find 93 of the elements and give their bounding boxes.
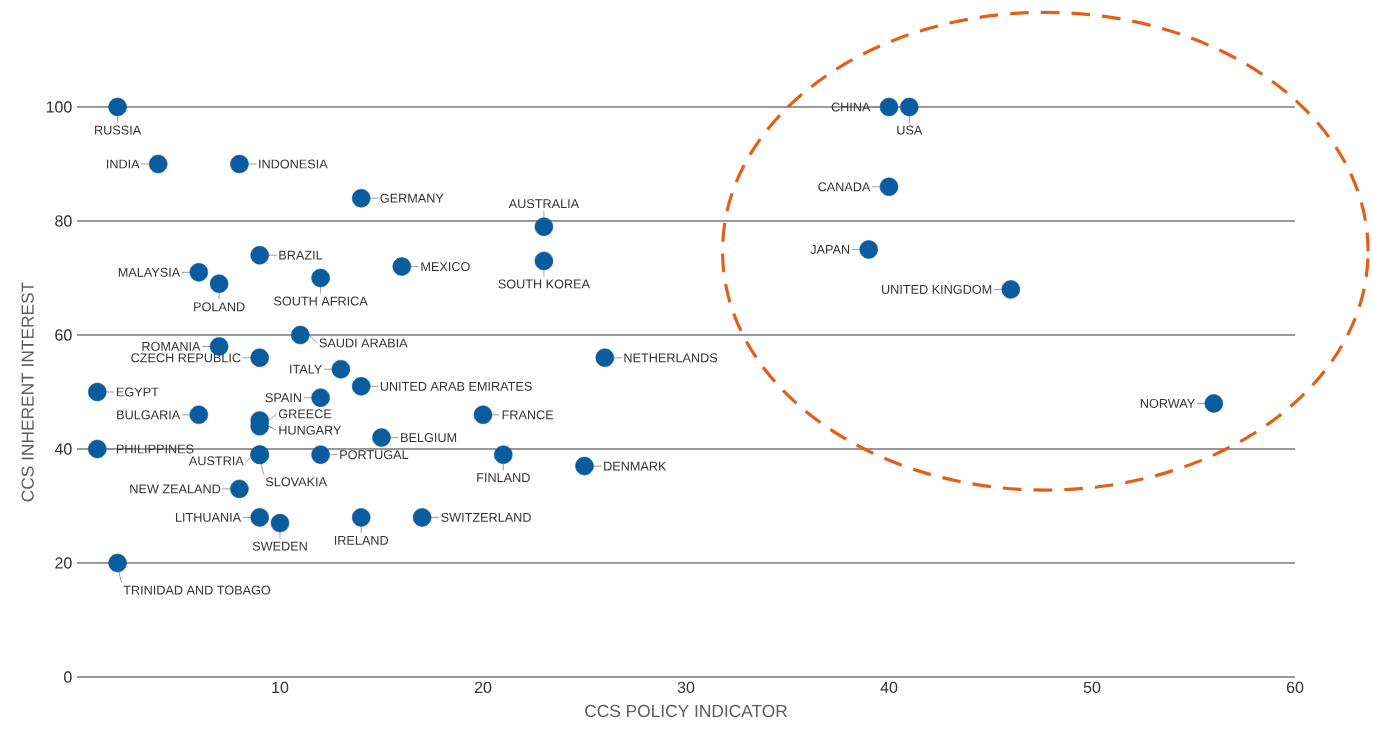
annotation: CHINA: [831, 102, 871, 112]
x-axis-title: CCS POLICY INDICATOR: [585, 704, 787, 718]
annotation: PORTUGAL: [340, 450, 409, 460]
annotation: HUNGARY: [279, 425, 342, 435]
annotation: BULGARIA: [117, 410, 181, 420]
annotation: NORWAY: [1140, 398, 1195, 408]
y-tick-label: 40: [54, 443, 72, 455]
annotation: NETHERLANDS: [624, 353, 718, 363]
annotation: ITALY: [290, 364, 323, 374]
point: [412, 508, 432, 527]
point: [900, 97, 919, 117]
annotation: AUSTRIA: [188, 456, 244, 466]
annotation: INDIA: [106, 159, 140, 169]
annotation: UNITED KINGDOM: [882, 284, 992, 294]
annotation: EGYPT: [116, 387, 159, 397]
annotation: INDONESIA: [259, 159, 328, 169]
point: [209, 274, 229, 293]
point: [311, 445, 330, 464]
annotation: ROMANIA: [142, 341, 201, 351]
point: [1001, 280, 1021, 299]
annotation: MEXICO: [421, 262, 470, 272]
point: [311, 268, 330, 288]
annotation: DENMARK: [604, 461, 667, 471]
x-tick-label: 10: [272, 681, 289, 694]
annotation: RUSSIA: [95, 125, 142, 135]
y-tick-label: 60: [55, 329, 72, 341]
point: [230, 154, 249, 174]
point: [230, 479, 249, 499]
point: [270, 513, 290, 533]
annotation: SLOVAKIA: [265, 477, 328, 487]
annotation: SOUTH KOREA: [498, 279, 590, 289]
point: [879, 177, 899, 197]
point: [250, 245, 269, 265]
point: [250, 348, 269, 368]
point: [879, 97, 899, 117]
point: [351, 508, 371, 527]
point: [88, 382, 107, 402]
annotation: MALAYSIA: [118, 267, 181, 277]
point: [392, 257, 412, 276]
annotation: PHILIPPINES: [116, 444, 194, 454]
annotation: SWEDEN: [252, 541, 307, 551]
point: [108, 553, 127, 573]
point: [1204, 394, 1224, 413]
annotation: TRINIDAD AND TOBAGO: [123, 585, 271, 595]
point: [534, 251, 554, 271]
annotation: NEW ZEALAND: [130, 484, 221, 494]
annotation: IRELAND: [334, 535, 389, 545]
point: [311, 388, 330, 407]
annotation: SAUDI ARABIA: [319, 338, 408, 348]
point: [494, 445, 513, 464]
annotation: POLAND: [194, 302, 245, 312]
annotation: SPAIN: [265, 393, 301, 403]
y-axis-title: CCS INHERENT INTEREST: [21, 282, 34, 502]
point: [859, 240, 878, 259]
annotation: LITHUANIA: [175, 512, 242, 522]
annotation: JAPAN: [810, 245, 850, 254]
annotation: BRAZIL: [279, 250, 323, 260]
point: [372, 428, 391, 447]
annotation: CZECH REPUBLIC: [131, 353, 241, 363]
point: [351, 188, 371, 208]
point: [595, 348, 615, 368]
point: [148, 154, 168, 174]
point: [351, 377, 371, 396]
annotation: CANADA: [818, 182, 871, 192]
x-tick-label: 30: [677, 681, 695, 694]
y-tick-label: 80: [55, 215, 72, 227]
x-tick-label: 60: [1286, 681, 1304, 694]
annotation: BELGIUM: [401, 433, 457, 443]
annotation: UNITED ARAB EMIRATES: [380, 381, 532, 391]
annotation: SOUTH AFRICA: [274, 296, 368, 306]
x-tick-label: 40: [880, 681, 898, 694]
y-tick-label: 100: [46, 101, 72, 113]
point: [291, 325, 310, 345]
annotation: GERMANY: [380, 193, 444, 203]
point: [473, 405, 493, 425]
point: [534, 217, 554, 236]
point: [189, 405, 209, 425]
annotation: FRANCE: [502, 410, 554, 420]
annotation: USA: [897, 125, 923, 135]
annotation: GREECE: [278, 409, 332, 419]
point: [331, 359, 351, 379]
point: [575, 456, 594, 476]
x-tick-label: 20: [474, 681, 492, 694]
y-tick-label: 20: [55, 557, 72, 569]
point: [250, 508, 269, 527]
annotation: FINLAND: [477, 473, 530, 483]
point: [108, 97, 127, 117]
annotation: AUSTRALIA: [508, 199, 580, 209]
y-tick-label: 0: [64, 671, 72, 683]
x-tick-label: 50: [1083, 681, 1101, 694]
point: [88, 439, 107, 459]
point: [189, 263, 209, 282]
annotation: SWITZERLAND: [441, 512, 531, 522]
